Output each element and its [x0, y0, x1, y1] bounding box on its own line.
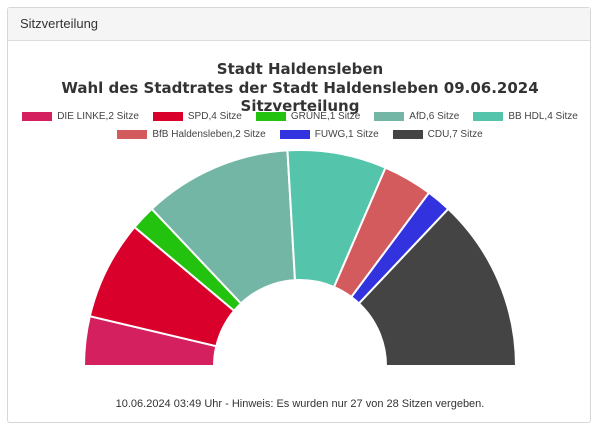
footer-note: 10.06.2024 03:49 Uhr - Hinweis: Es wurde… — [115, 398, 485, 410]
legend-label: BB HDL,4 Sitze — [508, 111, 578, 122]
legend-swatch — [22, 112, 53, 121]
legend-swatch — [392, 130, 423, 139]
legend-item[interactable]: AfD,6 Sitze — [374, 111, 459, 122]
legend-label: FUWG,1 Sitze — [314, 129, 379, 140]
legend-item[interactable]: DIE LINKE,2 Sitze — [22, 111, 139, 122]
legend-item[interactable]: CDU,7 Sitze — [392, 129, 483, 140]
seat-segment-afd[interactable] — [150, 149, 297, 305]
panel-header: Sitzverteilung — [8, 8, 590, 41]
legend-label: CDU,7 Sitze — [427, 129, 483, 140]
legend-label: AfD,6 Sitze — [409, 111, 460, 122]
seat-segment-cdu[interactable] — [357, 207, 518, 367]
legend-label: DIE LINKE,2 Sitze — [57, 111, 139, 122]
legend-item[interactable]: BfB Haldensleben,2 Sitze — [117, 129, 266, 140]
legend-item[interactable]: BB HDL,4 Sitze — [473, 111, 578, 122]
seat-distribution-panel: Sitzverteilung Stadt Haldensleben Wahl d… — [7, 7, 591, 423]
chart-title: Stadt Haldensleben — [216, 60, 384, 78]
legend-swatch — [152, 112, 183, 121]
legend-label: SPD,4 Sitze — [187, 111, 242, 122]
chart-legend-row-1: DIE LINKE,2 Sitze SPD,4 Sitze GRÜNE,1 Sitz… — [8, 111, 592, 122]
seat-chart — [82, 149, 518, 367]
legend-swatch — [374, 112, 405, 121]
legend-swatch — [279, 130, 310, 139]
legend-swatch — [255, 112, 286, 121]
legend-label: BfB Haldensleben,2 Sitze — [152, 129, 266, 140]
legend-item[interactable]: SPD,4 Sitze — [152, 111, 242, 122]
chart-subtitle: Wahl des Stadtrates der Stadt Haldensleb… — [61, 79, 539, 115]
legend-swatch — [117, 130, 148, 139]
legend-item[interactable]: GRÜNE,1 Sitze — [255, 111, 361, 122]
legend-label: GRÜNE,1 Sitze — [290, 111, 361, 122]
legend-swatch — [473, 112, 504, 121]
chart-legend-row-2: BfB Haldensleben,2 Sitze FUWG,1 Sitze CDU,… — [8, 129, 592, 140]
legend-item[interactable]: FUWG,1 Sitze — [279, 129, 379, 140]
